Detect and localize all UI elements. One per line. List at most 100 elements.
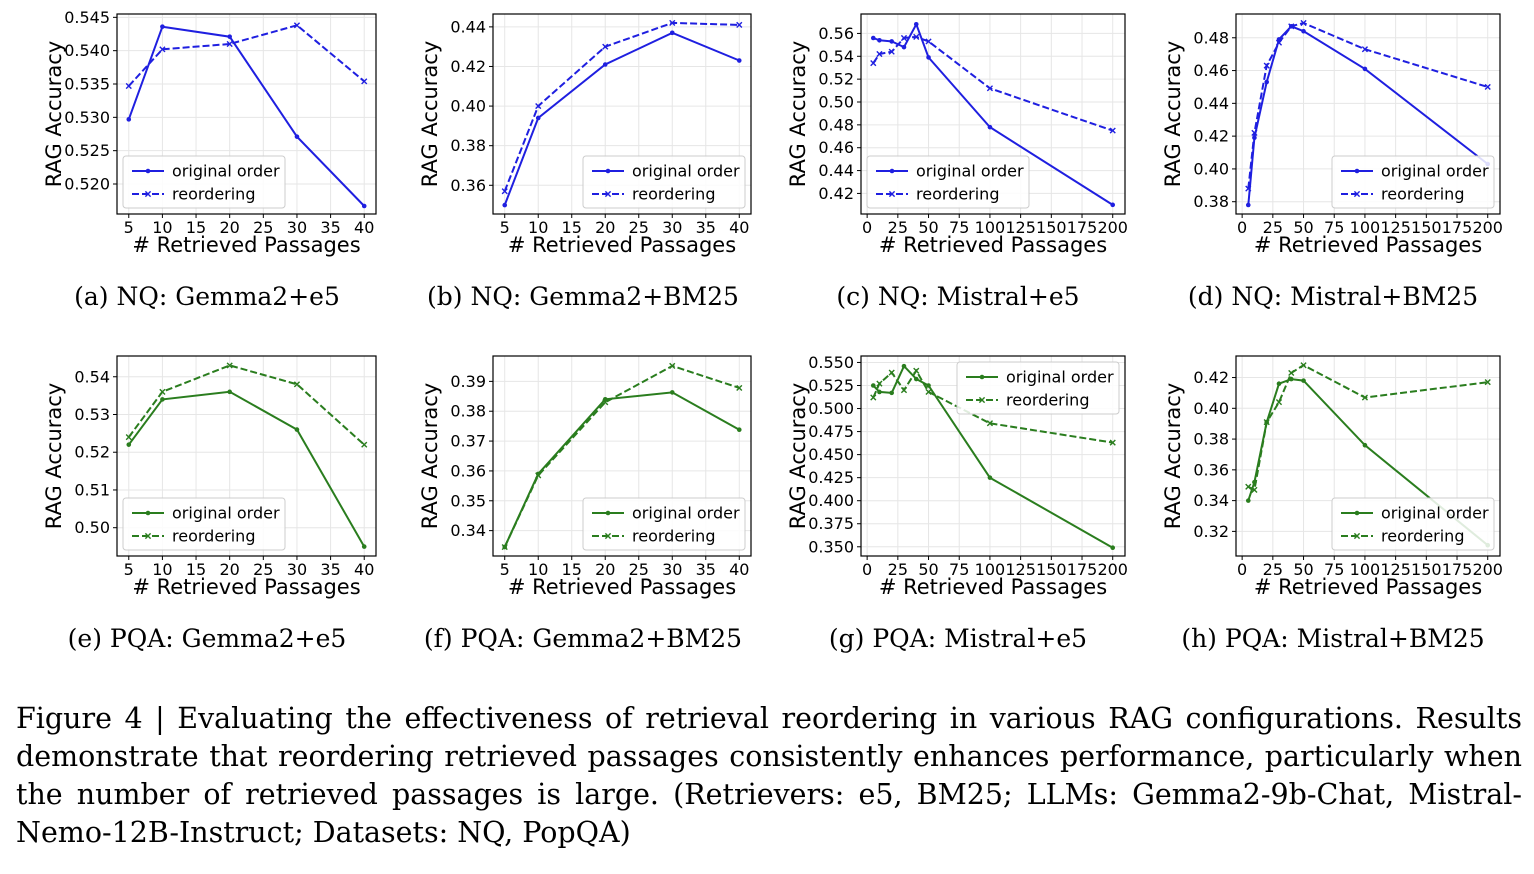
y-tick-label: 0.42 <box>818 184 854 203</box>
legend: original order reordering <box>122 155 286 209</box>
data-point-original-order <box>736 427 742 433</box>
series-line-reordering <box>1247 364 1488 492</box>
x-tick-label: 25 <box>888 560 908 579</box>
data-point-reordering <box>293 381 301 388</box>
data-point-original-order <box>227 34 232 39</box>
data-point-reordering <box>900 34 908 42</box>
data-point-original-order <box>889 390 894 396</box>
data-point-original-order <box>160 397 165 402</box>
y-tick-label: 0.44 <box>450 17 486 36</box>
data-point-reordering <box>1251 486 1258 493</box>
data-point-reordering <box>1300 362 1307 369</box>
x-tick-label: 40 <box>354 218 374 237</box>
x-tick-label: 0 <box>862 560 872 579</box>
legend-marker <box>1354 510 1360 516</box>
x-tick-label: 10 <box>152 560 172 579</box>
legend-marker <box>605 168 611 174</box>
data-point-reordering <box>1275 39 1283 46</box>
x-tick-label: 15 <box>186 218 206 237</box>
plot-frame <box>492 13 752 215</box>
legend-label: reordering <box>172 185 255 204</box>
chart-panel-6: 5 10 15 20 25 30 35 40 0.34 0.35 0.36 0.37 0.38 0.39 #… <box>418 355 752 653</box>
x-tick-label: 25 <box>253 218 273 237</box>
plot-frame <box>1235 355 1501 557</box>
data-point-reordering <box>1263 62 1270 69</box>
chart-panel-3: 0 25 50 75 100 125 150 175 200 0.42 0.44 0.46 0.48 0.… <box>786 13 1128 311</box>
legend-marker <box>979 374 985 380</box>
x-tick-label: 30 <box>662 560 682 579</box>
x-tick-label: 50 <box>1293 218 1313 237</box>
x-tick-label: 150 <box>1411 560 1442 579</box>
x-tick-label: 10 <box>152 218 172 237</box>
y-tick-label: 0.525 <box>64 141 110 160</box>
data-point-original-order <box>126 117 132 122</box>
chart-panel-8: 0 25 50 75 100 125 150 175 200 0.32 0.34 0.36 0.38 0.… <box>1161 355 1503 653</box>
y-tick-label: 0.35 <box>450 491 486 510</box>
legend-label: reordering <box>632 527 715 546</box>
x-tick-label: 200 <box>1472 218 1503 237</box>
data-point-reordering <box>669 19 676 27</box>
x-tick-label: 125 <box>1005 218 1036 237</box>
x-tick-label: 25 <box>629 218 649 237</box>
data-point-reordering <box>226 40 233 48</box>
data-point-original-order <box>987 124 993 130</box>
data-point-reordering <box>226 362 233 369</box>
y-axis-label: RAG Accuracy <box>418 383 442 530</box>
x-axis-label: # Retrieved Passages <box>879 575 1107 599</box>
y-axis-label: RAG Accuracy <box>1161 383 1185 530</box>
data-point-original-order <box>669 30 675 36</box>
data-point-reordering <box>736 21 743 28</box>
data-point-original-order <box>987 475 993 480</box>
y-tick-label: 0.38 <box>450 136 486 155</box>
x-tick-label: 30 <box>287 560 307 579</box>
legend-marker <box>145 168 151 174</box>
y-tick-label: 0.540 <box>64 41 110 60</box>
data-point-original-order <box>669 390 675 395</box>
y-tick-label: 0.350 <box>808 537 854 556</box>
data-point-reordering <box>900 387 908 394</box>
legend: original order reordering <box>866 155 1030 209</box>
x-tick-label: 0 <box>1237 560 1247 579</box>
x-tick-label: 75 <box>1324 560 1344 579</box>
data-point-reordering <box>669 362 676 369</box>
data-point-reordering <box>986 420 994 427</box>
x-tick-label: 5 <box>124 560 134 579</box>
x-tick-label: 35 <box>696 560 716 579</box>
data-point-original-order <box>294 427 300 432</box>
data-point-reordering <box>501 543 508 551</box>
x-tick-label: 5 <box>124 218 134 237</box>
x-tick-label: 200 <box>1097 218 1128 237</box>
legend: original order reordering <box>1331 155 1495 209</box>
y-tick-label: 0.44 <box>818 161 854 180</box>
data-point-reordering <box>1245 483 1252 490</box>
x-tick-label: 20 <box>220 560 240 579</box>
data-point-original-order <box>901 363 907 369</box>
x-tick-label: 100 <box>1350 560 1381 579</box>
y-tick-label: 0.32 <box>1193 522 1229 541</box>
legend: original order reordering <box>582 155 746 209</box>
y-tick-label: 0.525 <box>808 376 854 395</box>
x-tick-label: 150 <box>1411 218 1442 237</box>
x-tick-label: 35 <box>696 218 716 237</box>
y-tick-label: 0.52 <box>818 70 854 89</box>
legend-label: original order <box>172 504 280 523</box>
x-tick-label: 5 <box>500 218 510 237</box>
data-point-reordering <box>602 43 609 50</box>
y-tick-label: 0.54 <box>818 47 854 66</box>
data-point-reordering <box>913 33 920 40</box>
y-tick-label: 0.38 <box>450 402 486 421</box>
legend-marker <box>605 510 611 516</box>
y-tick-label: 0.50 <box>74 518 110 537</box>
data-point-reordering <box>1288 369 1295 377</box>
data-point-reordering <box>125 434 132 441</box>
y-tick-label: 0.51 <box>74 480 110 499</box>
legend-label: original order <box>916 162 1024 181</box>
x-axis-label: # Retrieved Passages <box>508 575 736 599</box>
y-tick-label: 0.42 <box>1193 127 1229 146</box>
y-tick-label: 0.500 <box>808 399 854 418</box>
figure: 5 10 15 20 25 30 35 400.5200.5250.5300.5350.540… <box>42 8 1503 653</box>
data-point-reordering <box>913 367 920 374</box>
y-tick-label: 0.34 <box>450 521 486 540</box>
legend-label: reordering <box>172 527 255 546</box>
plot-frame <box>116 13 377 215</box>
